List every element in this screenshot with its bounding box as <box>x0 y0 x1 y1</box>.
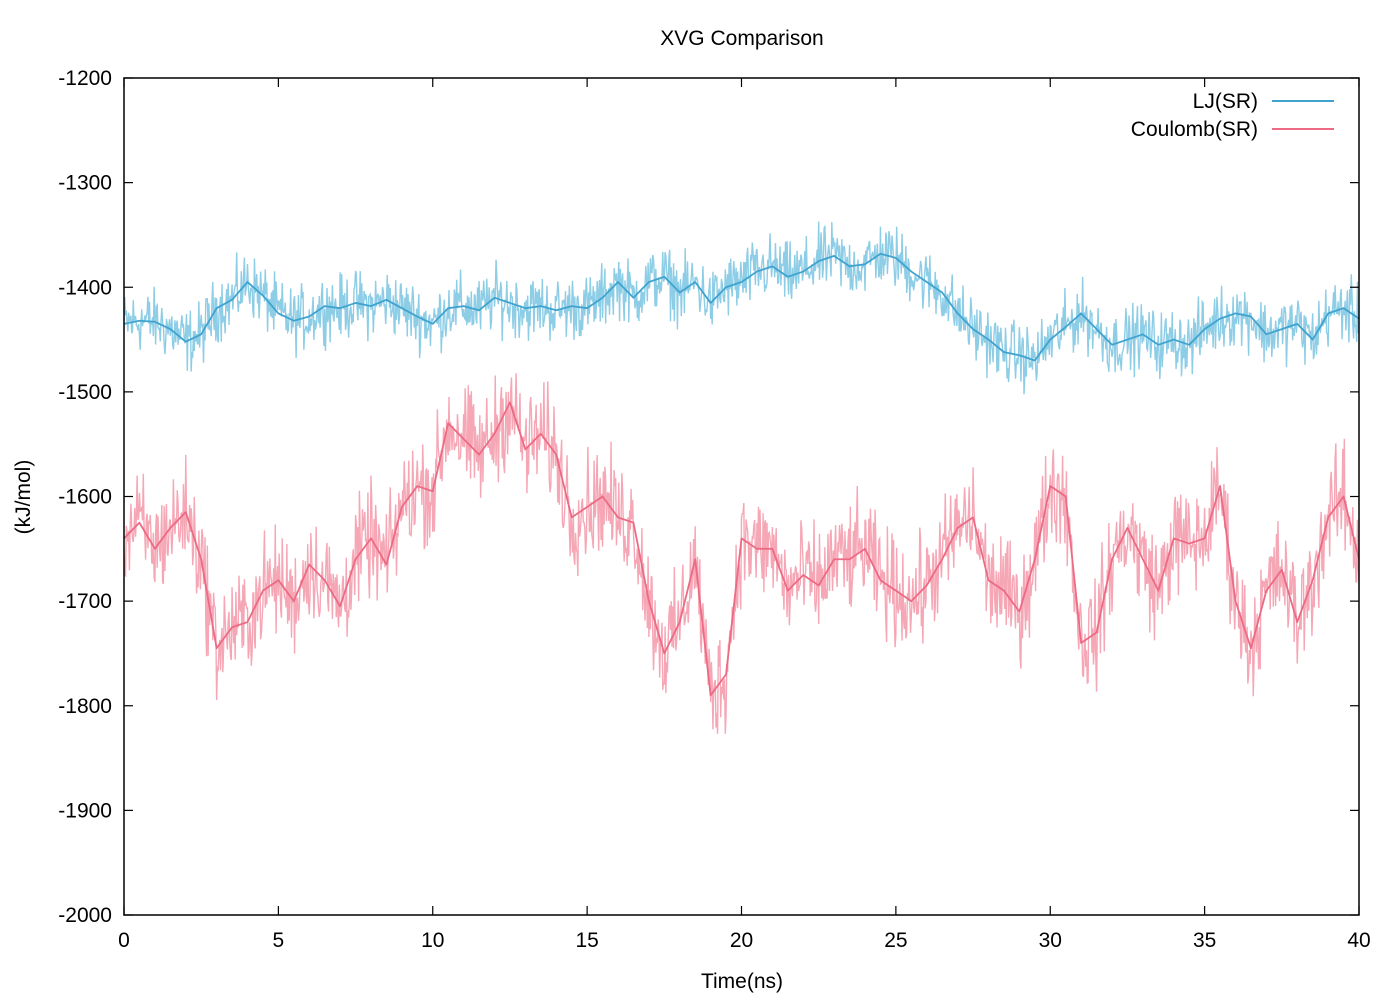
y-tick-label: -1300 <box>58 172 112 195</box>
y-tick-label: -1600 <box>58 486 112 509</box>
x-axis-label: Time(ns) <box>701 970 783 993</box>
y-tick-label: -1200 <box>58 67 112 90</box>
x-tick-label: 10 <box>421 929 444 952</box>
series-raw-1 <box>124 373 1359 734</box>
x-tick-label: 35 <box>1193 929 1216 952</box>
x-tick-label: 25 <box>884 929 907 952</box>
x-tick-label: 5 <box>273 929 285 952</box>
series-line-1 <box>124 401 1359 697</box>
series-line-0 <box>124 252 1359 362</box>
x-tick-label: 15 <box>575 929 598 952</box>
series-raw-0 <box>124 221 1359 395</box>
legend: LJ(SR) Coulomb(SR) <box>1131 90 1334 141</box>
y-axis-label: (kJ/mol) <box>12 460 35 535</box>
y-tick-label: -1900 <box>58 799 112 822</box>
y-tick-label: -1400 <box>58 276 112 299</box>
y-tick-label: -1700 <box>58 590 112 613</box>
series-layer <box>124 221 1359 734</box>
x-tick-label: 30 <box>1039 929 1062 952</box>
y-tick-label: -1800 <box>58 695 112 718</box>
y-tick-label: -1500 <box>58 381 112 404</box>
legend-label-1: Coulomb(SR) <box>1131 118 1258 141</box>
chart-title: XVG Comparison <box>660 27 823 50</box>
x-tick-label: 0 <box>118 929 130 952</box>
x-tick-label: 40 <box>1347 929 1370 952</box>
x-tick-label: 20 <box>730 929 753 952</box>
axis-ticks: 0 5 10 15 20 25 30 35 40 -2000 -1900 -1800 -1700 -160… <box>58 67 1370 952</box>
y-tick-label: -2000 <box>58 904 112 927</box>
legend-label-0: LJ(SR) <box>1193 90 1258 113</box>
